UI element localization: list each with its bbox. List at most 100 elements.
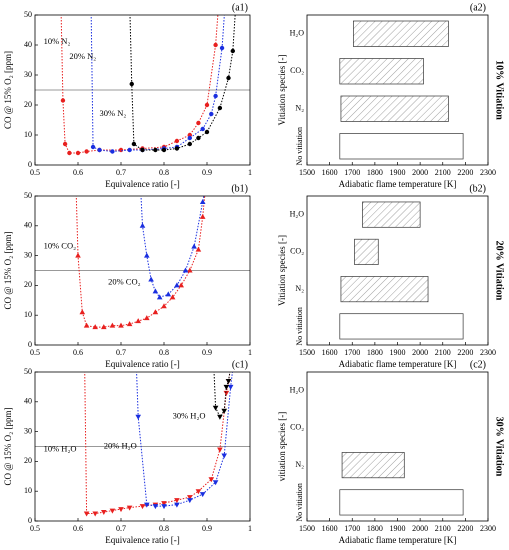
- data-point: [83, 511, 90, 517]
- data-point: [101, 510, 107, 516]
- y-tick-label: 0: [28, 516, 32, 525]
- data-point: [219, 45, 225, 51]
- data-point: [109, 508, 116, 514]
- y-tick-label: 40: [24, 397, 32, 406]
- data-point: [75, 150, 81, 156]
- range-bar: [353, 20, 449, 47]
- panel-label: (a2): [470, 2, 486, 13]
- x-tick-label: 1900: [390, 524, 406, 533]
- category-label: CO₂: [290, 247, 304, 256]
- data-point: [191, 243, 197, 249]
- series-label: 30% H₂O: [173, 411, 206, 421]
- data-point: [223, 384, 230, 390]
- x-tick-label: 1700: [344, 168, 360, 177]
- plot-frame: [306, 371, 489, 522]
- x-tick-label: 1700: [344, 524, 360, 533]
- category-label: CO₂: [290, 423, 304, 432]
- data-point: [156, 294, 163, 300]
- range-bar: [362, 201, 421, 228]
- panel-label: (c1): [232, 359, 248, 370]
- data-point: [79, 309, 86, 315]
- data-point: [161, 501, 167, 507]
- x-tick-label: 1600: [322, 524, 338, 533]
- data-point: [199, 492, 206, 498]
- series-label: 30% N₂: [100, 108, 127, 118]
- x-tick-label: 2100: [435, 168, 451, 177]
- data-point: [135, 414, 141, 420]
- data-point: [84, 149, 89, 154]
- plot-area: [75, 196, 206, 330]
- data-point: [161, 504, 167, 510]
- data-point: [135, 318, 141, 324]
- data-point: [221, 453, 227, 459]
- x-tick-label: 2200: [457, 168, 473, 177]
- x-tick-label: 0.5: [30, 168, 40, 177]
- data-point: [131, 141, 137, 147]
- data-point: [60, 98, 66, 103]
- data-point: [204, 102, 210, 108]
- x-tick-label: 2200: [457, 348, 473, 357]
- y-tick-label: 40: [24, 40, 32, 49]
- data-point: [144, 502, 150, 508]
- x-tick-label: 2300: [480, 168, 496, 177]
- series-label: 10% H₂O: [44, 443, 77, 453]
- data-point: [212, 480, 219, 486]
- y-tick-label: 20: [24, 280, 32, 289]
- series-line: [60, 15, 219, 154]
- series-label: 10% N₂: [44, 36, 71, 46]
- side-label: 10% Vitiation: [494, 60, 505, 120]
- category-label: H₂O: [290, 385, 305, 394]
- data-point: [110, 149, 115, 154]
- y-axis-label: CO @ 15% O₂ [ppm]: [3, 51, 13, 129]
- range-bar: [339, 313, 464, 340]
- x-axis-label: Equivalence ratio [-]: [105, 179, 179, 189]
- data-point: [161, 303, 167, 309]
- series-line: [75, 196, 206, 328]
- x-tick-label: 2100: [435, 524, 451, 533]
- data-point: [152, 288, 159, 294]
- data-point: [187, 495, 193, 501]
- y-axis-label: Vitiation species [-]: [277, 235, 287, 306]
- data-point: [223, 390, 230, 396]
- y-tick-label: 20: [24, 456, 32, 465]
- y-tick-label: 30: [24, 250, 32, 259]
- x-tick-label: 1800: [367, 524, 383, 533]
- data-point: [148, 276, 154, 282]
- x-axis-label: Equivalence ratio [-]: [105, 535, 179, 545]
- series-label: 10% CO₂: [44, 241, 77, 251]
- data-point: [225, 378, 232, 384]
- data-point: [139, 504, 146, 510]
- x-tick-label: 0.9: [202, 168, 212, 177]
- data-point: [204, 129, 210, 135]
- range-bar: [341, 452, 405, 479]
- data-point: [178, 282, 184, 288]
- x-tick-label: 0.5: [30, 348, 40, 357]
- data-point: [97, 147, 102, 153]
- data-point: [152, 309, 159, 315]
- data-point: [209, 111, 214, 117]
- y-tick-label: 40: [24, 221, 32, 230]
- x-axis-label: Equivalence ratio [-]: [105, 359, 179, 369]
- x-tick-label: 0.8: [159, 168, 169, 177]
- x-tick-label: 2300: [480, 524, 496, 533]
- data-point: [67, 150, 72, 156]
- series-line: [129, 15, 236, 151]
- x-tick-label: 1500: [299, 168, 315, 177]
- data-point: [174, 498, 180, 504]
- data-point: [196, 120, 201, 126]
- x-tick-label: 1600: [322, 348, 338, 357]
- y-tick-label: 10: [24, 486, 32, 495]
- data-point: [109, 322, 116, 328]
- data-point: [118, 507, 124, 513]
- x-tick-label: 1800: [367, 348, 383, 357]
- data-point: [139, 222, 146, 228]
- data-point: [174, 282, 180, 288]
- data-point: [83, 322, 90, 328]
- x-axis-label: Adiabatic flame temperature [K]: [339, 359, 457, 369]
- data-point: [174, 138, 180, 144]
- plot-frame: [306, 14, 489, 166]
- data-point: [187, 135, 192, 141]
- y-tick-label: 0: [28, 340, 32, 349]
- y-tick-label: 50: [24, 367, 32, 376]
- panel-label: (c2): [470, 359, 486, 370]
